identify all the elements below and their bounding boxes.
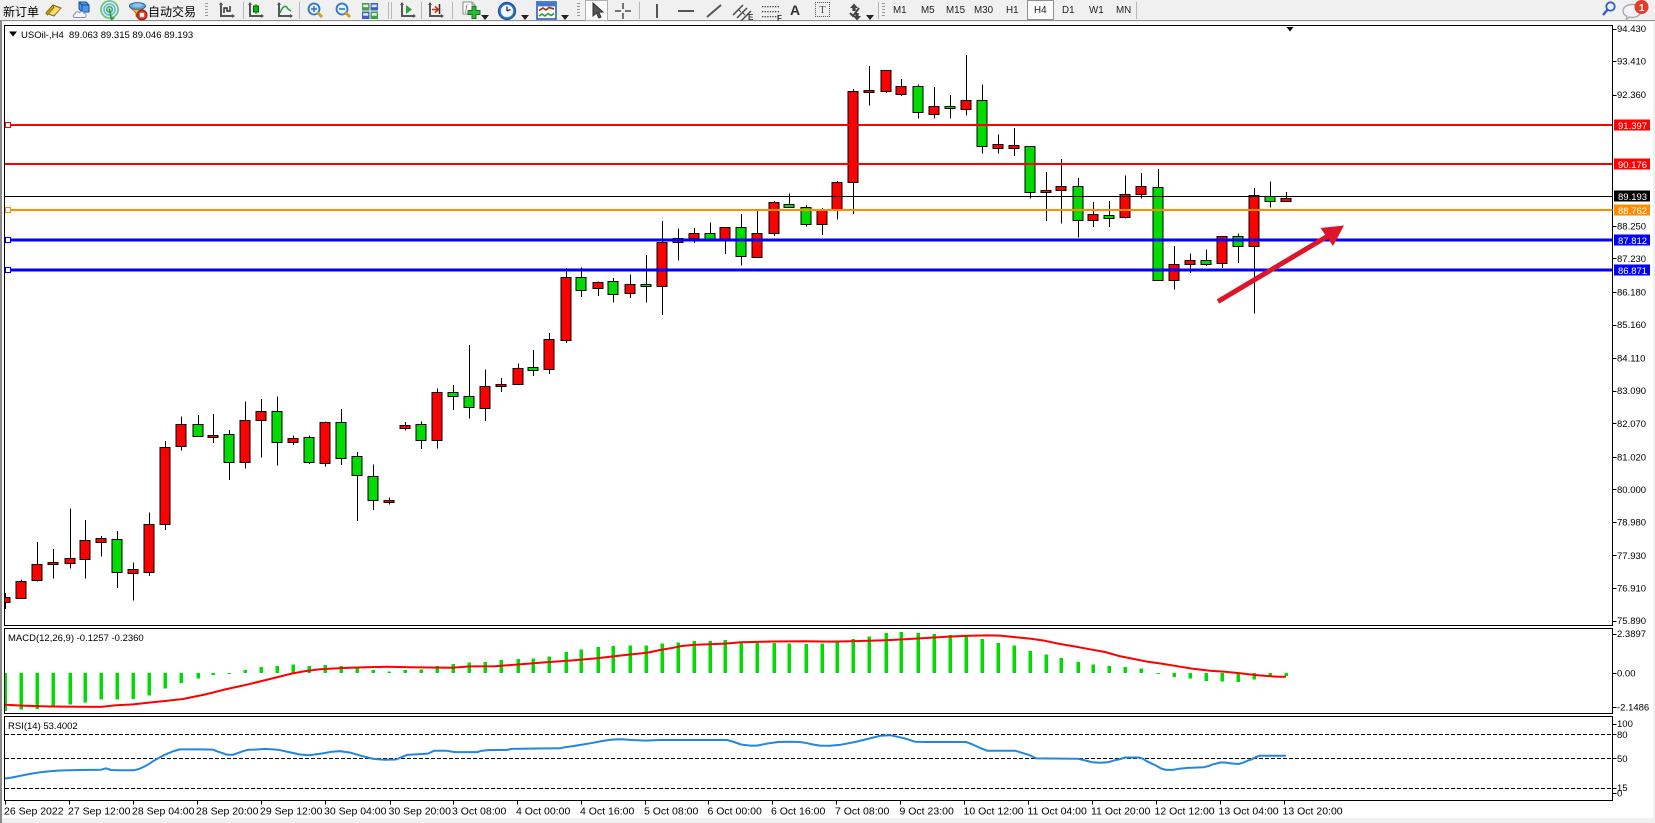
svg-text:78.980: 78.980 <box>1617 517 1646 528</box>
svg-text:94.430: 94.430 <box>1617 24 1646 35</box>
svg-text:15: 15 <box>1617 783 1628 794</box>
svg-text:4 Oct 00:00: 4 Oct 00:00 <box>516 806 570 818</box>
svg-text:86.180: 86.180 <box>1617 288 1646 299</box>
svg-text:83.090: 83.090 <box>1617 386 1646 397</box>
svg-text:MACD(12,26,9) -0.1257 -0.2360: MACD(12,26,9) -0.1257 -0.2360 <box>8 633 144 644</box>
svg-text:92.360: 92.360 <box>1617 90 1646 101</box>
svg-text:11 Oct 20:00: 11 Oct 20:00 <box>1091 806 1151 818</box>
svg-text:10 Oct 12:00: 10 Oct 12:00 <box>964 806 1024 818</box>
svg-text:84.110: 84.110 <box>1617 354 1645 365</box>
svg-text:RSI(14) 53.4002: RSI(14) 53.4002 <box>8 721 78 732</box>
svg-text:86.871: 86.871 <box>1618 266 1647 277</box>
svg-text:91.397: 91.397 <box>1618 121 1647 132</box>
svg-text:4 Oct 16:00: 4 Oct 16:00 <box>580 806 634 818</box>
svg-text:81.020: 81.020 <box>1617 452 1646 463</box>
svg-text:50: 50 <box>1617 754 1628 765</box>
svg-text:77.930: 77.930 <box>1617 551 1646 562</box>
svg-text:89.193: 89.193 <box>1618 192 1647 203</box>
svg-text:2.3897: 2.3897 <box>1617 629 1646 640</box>
svg-text:28 Sep 04:00: 28 Sep 04:00 <box>132 806 195 818</box>
svg-text:6 Oct 00:00: 6 Oct 00:00 <box>708 806 762 818</box>
svg-text:80: 80 <box>1617 730 1628 741</box>
svg-text:88.762: 88.762 <box>1618 206 1647 217</box>
svg-text:27 Sep 12:00: 27 Sep 12:00 <box>68 806 131 818</box>
svg-text:1: 1 <box>1639 3 1645 14</box>
svg-text:7 Oct 08:00: 7 Oct 08:00 <box>835 806 889 818</box>
svg-text:90.176: 90.176 <box>1618 160 1647 171</box>
svg-text:76.910: 76.910 <box>1617 584 1646 595</box>
svg-text:6 Oct 16:00: 6 Oct 16:00 <box>771 806 825 818</box>
svg-text:100: 100 <box>1617 719 1633 730</box>
svg-text:13 Oct 04:00: 13 Oct 04:00 <box>1219 806 1279 818</box>
svg-text:87.812: 87.812 <box>1618 236 1647 247</box>
svg-text:87.230: 87.230 <box>1617 254 1646 265</box>
svg-text:0.00: 0.00 <box>1617 669 1636 680</box>
svg-text:5 Oct 08:00: 5 Oct 08:00 <box>644 806 698 818</box>
svg-text:75.890: 75.890 <box>1617 616 1646 627</box>
svg-text:82.070: 82.070 <box>1617 419 1646 430</box>
svg-text:12 Oct 12:00: 12 Oct 12:00 <box>1155 806 1215 818</box>
svg-text:88.250: 88.250 <box>1617 221 1646 232</box>
svg-text:f: f <box>465 3 469 13</box>
svg-text:E: E <box>748 13 754 21</box>
svg-text:9 Oct 23:00: 9 Oct 23:00 <box>900 806 954 818</box>
svg-text:0: 0 <box>1617 789 1622 800</box>
svg-text:93.410: 93.410 <box>1617 57 1646 68</box>
svg-text:29 Sep 12:00: 29 Sep 12:00 <box>260 806 323 818</box>
svg-text:-2.1486: -2.1486 <box>1617 703 1649 714</box>
svg-text:28 Sep 20:00: 28 Sep 20:00 <box>196 806 259 818</box>
svg-text:80.000: 80.000 <box>1617 485 1646 496</box>
svg-text:30 Sep 20:00: 30 Sep 20:00 <box>389 806 452 818</box>
svg-text:11 Oct 04:00: 11 Oct 04:00 <box>1028 806 1088 818</box>
svg-text:26 Sep 2022: 26 Sep 2022 <box>4 806 64 818</box>
svg-text:F: F <box>777 14 782 21</box>
svg-text:85.160: 85.160 <box>1617 320 1646 331</box>
svg-text:13 Oct 20:00: 13 Oct 20:00 <box>1283 806 1343 818</box>
svg-text:30 Sep 04:00: 30 Sep 04:00 <box>324 806 387 818</box>
svg-text:USOil-,H4 89.063 89.315 89.04: USOil-,H4 89.063 89.315 89.046 89.193 <box>21 30 193 41</box>
svg-text:3 Oct 08:00: 3 Oct 08:00 <box>452 806 506 818</box>
